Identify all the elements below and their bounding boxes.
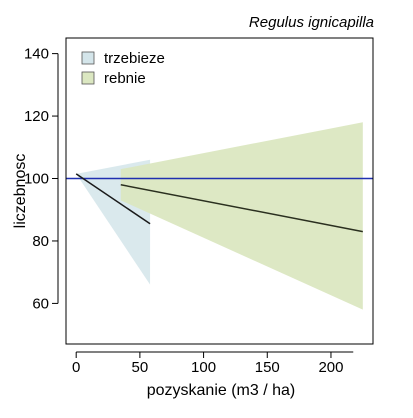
legend-swatch-trzebieze <box>81 51 95 65</box>
x-axis-label: pozyskanie (m3 / ha) <box>147 382 296 399</box>
x-tick-label: 150 <box>255 359 280 376</box>
legend: trzebieze rebnie <box>81 50 165 87</box>
fit-line-rebnie <box>120 184 363 233</box>
x-tick-label: 100 <box>191 359 216 376</box>
ci-band-rebnie <box>120 122 363 310</box>
y-axis-label: liczebnosc <box>12 154 29 229</box>
y-tick-label: 80 <box>32 233 49 250</box>
y-tick-label: 100 <box>24 171 49 188</box>
legend-label-trzebieze: trzebieze <box>104 50 165 67</box>
chart-title: Regulus ignicapilla <box>249 14 374 31</box>
plot-layer <box>66 122 373 310</box>
fit-line-trzebieze <box>75 173 151 225</box>
plot-frame <box>65 37 374 345</box>
x-tick-label: 50 <box>132 359 149 376</box>
x-tick-label: 200 <box>318 359 343 376</box>
y-tick-label: 120 <box>24 108 49 125</box>
y-tick-label: 60 <box>32 295 49 312</box>
y-tick-label: 140 <box>24 46 49 63</box>
legend-swatch-rebnie <box>81 71 95 85</box>
x-tick-label: 0 <box>72 359 80 376</box>
axes-layer: 0 50 100 150 200 60 80 100 120 140 <box>24 46 354 376</box>
legend-label-rebnie: rebnie <box>104 70 146 87</box>
